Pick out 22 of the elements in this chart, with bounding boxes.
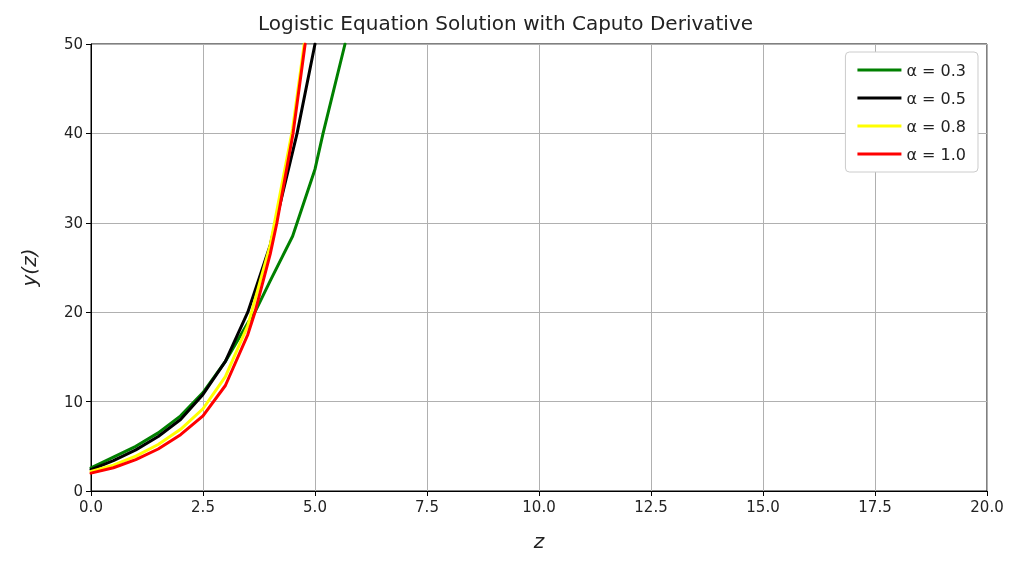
x-tick-label: 5.0	[303, 497, 327, 516]
x-tick-label: 12.5	[634, 497, 668, 516]
y-tick-label: 10	[63, 392, 83, 411]
x-tick-label: 7.5	[415, 497, 439, 516]
x-tick-label: 0.0	[79, 497, 103, 516]
y-tick-label: 0	[73, 482, 83, 500]
y-tick-label: 20	[63, 303, 83, 322]
y-tick-label: 50	[63, 35, 83, 53]
y-axis-title: y(z)	[17, 248, 41, 288]
x-axis-title: z	[532, 529, 545, 553]
legend-label: α = 0.5	[906, 88, 967, 108]
x-tick-label: 20.0	[970, 497, 1004, 516]
legend-label: α = 0.8	[906, 116, 967, 136]
x-tick-label: 10.0	[522, 497, 556, 516]
x-tick-label: 15.0	[746, 497, 780, 516]
legend-label: α = 0.3	[906, 60, 967, 80]
y-tick-label: 30	[63, 213, 83, 232]
chart-title: Logistic Equation Solution with Caputo Derivative	[257, 11, 754, 35]
x-tick-label: 17.5	[858, 497, 892, 516]
legend-label: α = 1.0	[906, 144, 967, 164]
y-tick-label: 40	[63, 124, 83, 143]
x-tick-label: 2.5	[191, 497, 215, 516]
